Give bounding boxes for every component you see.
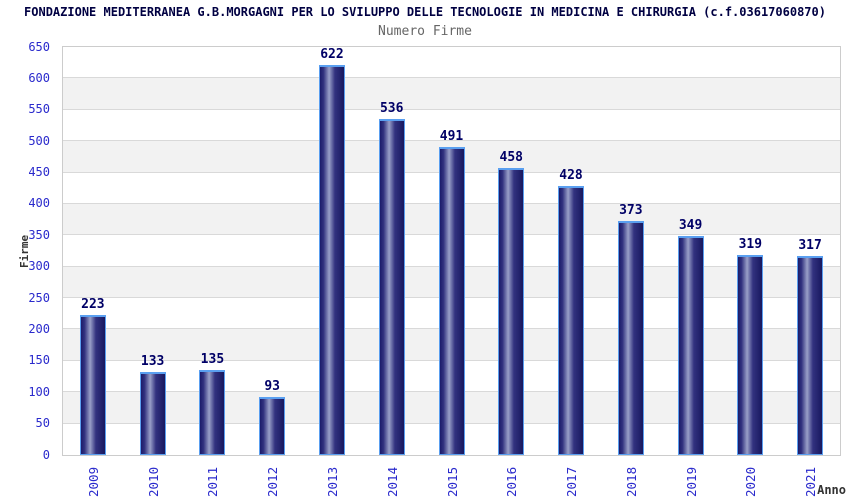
background-band — [63, 78, 840, 110]
y-tick-label: 250 — [28, 290, 50, 305]
bar-2021 — [797, 256, 824, 455]
bar-value-label: 536 — [379, 100, 404, 116]
y-tick-label: 500 — [28, 133, 50, 148]
bar-2016 — [498, 167, 525, 455]
bar-2019 — [677, 235, 704, 455]
x-tick-label-2021: 2021 — [803, 466, 819, 497]
y-tick-label: 0 — [42, 447, 50, 462]
y-tick-label: 350 — [28, 227, 50, 242]
bar-2018 — [617, 220, 644, 455]
y-tick-label: 650 — [28, 39, 50, 54]
bar-2017 — [558, 186, 585, 455]
bar-2020 — [737, 254, 764, 455]
bar-value-label: 93 — [264, 378, 280, 394]
y-tick-label: 150 — [28, 353, 50, 368]
bar-2011 — [199, 370, 226, 455]
x-tick-label-2015: 2015 — [444, 466, 460, 497]
x-tick-label-2009: 2009 — [85, 466, 101, 497]
x-tick-label-2014: 2014 — [384, 466, 400, 497]
bar-value-label: 349 — [678, 217, 703, 233]
bar-2009 — [79, 315, 106, 455]
y-tick-label: 450 — [28, 165, 50, 180]
chart-title: FONDAZIONE MEDITERRANEA G.B.MORGAGNI PER… — [24, 5, 826, 19]
x-tick-label-2018: 2018 — [623, 466, 639, 497]
x-tick-label-2011: 2011 — [205, 466, 221, 497]
bar-value-label: 373 — [619, 202, 643, 218]
bar-2010 — [139, 371, 166, 455]
bar-value-label: 223 — [81, 297, 105, 313]
y-tick-label: 50 — [35, 416, 50, 431]
y-tick-label: 200 — [28, 321, 50, 336]
x-tick-label-2016: 2016 — [504, 466, 520, 497]
bar-2014 — [378, 118, 405, 455]
y-tick-label: 100 — [28, 384, 50, 399]
x-tick-label-2020: 2020 — [743, 466, 759, 497]
bar-2012 — [259, 396, 286, 455]
y-tick-label: 300 — [28, 259, 50, 274]
chart-subtitle: Numero Firme — [378, 24, 472, 39]
bar-value-label: 319 — [738, 236, 763, 252]
bar-2015 — [438, 146, 465, 455]
x-tick-label-2012: 2012 — [265, 466, 281, 497]
bar-value-label: 428 — [559, 168, 583, 184]
bar-value-label: 133 — [140, 353, 165, 369]
y-tick-label: 550 — [28, 102, 50, 117]
gridline — [63, 77, 840, 79]
bar-2013 — [318, 64, 345, 455]
bar-value-label: 458 — [499, 149, 523, 165]
y-tick-label: 400 — [28, 196, 50, 211]
gridline — [63, 108, 840, 110]
x-tick-label-2010: 2010 — [145, 466, 161, 497]
plot-area: 223 133 135 93 622 536 491 458 428 373 349 319 317 — [62, 46, 841, 456]
x-tick-label-2019: 2019 — [683, 466, 699, 497]
y-tick-label: 600 — [28, 70, 50, 85]
bar-value-label: 135 — [200, 352, 225, 368]
background-band — [63, 47, 840, 78]
bar-value-label: 491 — [439, 128, 464, 144]
bar-value-label: 317 — [798, 238, 822, 254]
x-axis-title: Anno — [817, 483, 846, 497]
gridline — [63, 140, 840, 142]
bar-value-label: 622 — [320, 46, 344, 62]
x-tick-label-2013: 2013 — [324, 466, 340, 497]
x-tick-label-2017: 2017 — [564, 466, 580, 497]
